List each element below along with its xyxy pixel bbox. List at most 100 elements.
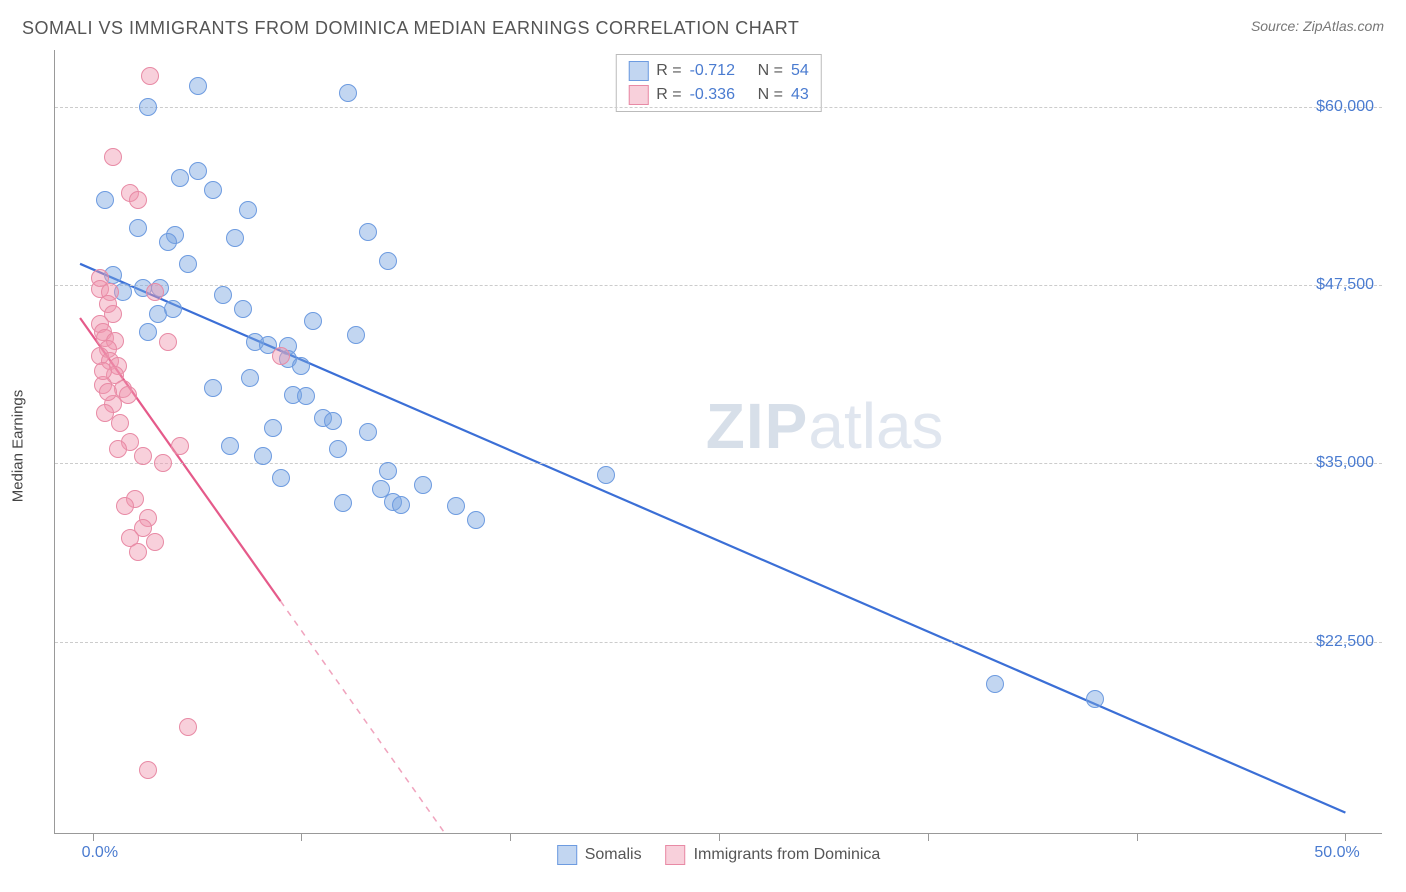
scatter-point xyxy=(129,219,147,237)
scatter-point xyxy=(139,98,157,116)
scatter-point xyxy=(414,476,432,494)
legend-label: Immigrants from Dominica xyxy=(694,846,881,864)
scatter-point xyxy=(164,300,182,318)
scatter-point xyxy=(226,229,244,247)
plot-area: ZIPatlas R =-0.712N =54R =-0.336N =43 So… xyxy=(54,50,1382,834)
y-tick-label: $60,000 xyxy=(1316,98,1374,116)
scatter-point xyxy=(241,369,259,387)
x-tick xyxy=(510,833,511,841)
x-tick xyxy=(301,833,302,841)
x-tick xyxy=(93,833,94,841)
scatter-point xyxy=(139,761,157,779)
scatter-point xyxy=(214,286,232,304)
scatter-point xyxy=(347,326,365,344)
scatter-point xyxy=(272,469,290,487)
legend-row: R = -0.336 N = 43 xyxy=(628,83,808,107)
scatter-point xyxy=(129,543,147,561)
x-tick xyxy=(928,833,929,841)
legend-n-label: N = xyxy=(758,62,783,80)
scatter-point xyxy=(264,419,282,437)
scatter-point xyxy=(297,387,315,405)
chart-title: SOMALI VS IMMIGRANTS FROM DOMINICA MEDIA… xyxy=(22,18,799,39)
scatter-point xyxy=(334,494,352,512)
legend-row: R = -0.712 N = 54 xyxy=(628,59,808,83)
legend-swatch xyxy=(628,85,648,105)
scatter-point xyxy=(189,77,207,95)
series-legend: Somalis Immigrants from Dominica xyxy=(557,845,881,865)
scatter-point xyxy=(272,347,290,365)
scatter-point xyxy=(359,423,377,441)
scatter-point xyxy=(221,437,239,455)
scatter-point xyxy=(154,454,172,472)
legend-n-value: 54 xyxy=(791,62,809,80)
trendlines-svg xyxy=(55,50,1383,834)
scatter-point xyxy=(146,283,164,301)
legend-r-value: -0.336 xyxy=(690,86,750,104)
scatter-point xyxy=(359,223,377,241)
gridline xyxy=(55,642,1382,643)
scatter-point xyxy=(447,497,465,515)
x-tick xyxy=(719,833,720,841)
scatter-point xyxy=(116,497,134,515)
legend-swatch xyxy=(666,845,686,865)
y-tick-label: $35,000 xyxy=(1316,454,1374,472)
scatter-point xyxy=(146,533,164,551)
scatter-point xyxy=(129,191,147,209)
trend-line-extrapolated xyxy=(281,601,444,831)
gridline xyxy=(55,463,1382,464)
scatter-point xyxy=(189,162,207,180)
gridline xyxy=(55,107,1382,108)
y-tick-label: $22,500 xyxy=(1316,633,1374,651)
legend-item: Immigrants from Dominica xyxy=(666,845,881,865)
legend-r-label: R = xyxy=(656,62,681,80)
scatter-point xyxy=(96,191,114,209)
scatter-point xyxy=(254,447,272,465)
scatter-point xyxy=(204,379,222,397)
scatter-point xyxy=(467,511,485,529)
y-tick-label: $47,500 xyxy=(1316,276,1374,294)
scatter-point xyxy=(304,312,322,330)
scatter-point xyxy=(171,437,189,455)
scatter-point xyxy=(379,252,397,270)
scatter-point xyxy=(986,675,1004,693)
scatter-point xyxy=(171,169,189,187)
scatter-point xyxy=(134,447,152,465)
scatter-point xyxy=(234,300,252,318)
x-tick xyxy=(1137,833,1138,841)
scatter-point xyxy=(159,333,177,351)
legend-label: Somalis xyxy=(585,846,642,864)
scatter-point xyxy=(99,383,117,401)
x-axis-min-label: 0.0% xyxy=(82,844,118,862)
scatter-point xyxy=(324,412,342,430)
scatter-point xyxy=(179,255,197,273)
chart-source: Source: ZipAtlas.com xyxy=(1251,18,1384,34)
scatter-point xyxy=(94,362,112,380)
scatter-point xyxy=(239,201,257,219)
scatter-point xyxy=(139,323,157,341)
scatter-point xyxy=(104,148,122,166)
legend-n-value: 43 xyxy=(791,86,809,104)
legend-swatch xyxy=(628,61,648,81)
scatter-point xyxy=(292,357,310,375)
scatter-point xyxy=(204,181,222,199)
scatter-point xyxy=(597,466,615,484)
legend-n-label: N = xyxy=(758,86,783,104)
x-axis-max-label: 50.0% xyxy=(1314,844,1359,862)
scatter-point xyxy=(111,414,129,432)
scatter-point xyxy=(379,462,397,480)
correlation-legend: R = -0.712 N = 54 R = -0.336 N = 43 xyxy=(615,54,821,112)
scatter-point xyxy=(339,84,357,102)
y-axis-title: Median Earnings xyxy=(10,390,27,503)
legend-r-label: R = xyxy=(656,86,681,104)
scatter-point xyxy=(141,67,159,85)
legend-swatch xyxy=(557,845,577,865)
x-tick xyxy=(1345,833,1346,841)
scatter-point xyxy=(179,718,197,736)
legend-r-value: -0.712 xyxy=(690,62,750,80)
scatter-point xyxy=(109,440,127,458)
scatter-point xyxy=(1086,690,1104,708)
legend-item: Somalis xyxy=(557,845,642,865)
scatter-point xyxy=(392,496,410,514)
scatter-point xyxy=(329,440,347,458)
scatter-point xyxy=(159,233,177,251)
